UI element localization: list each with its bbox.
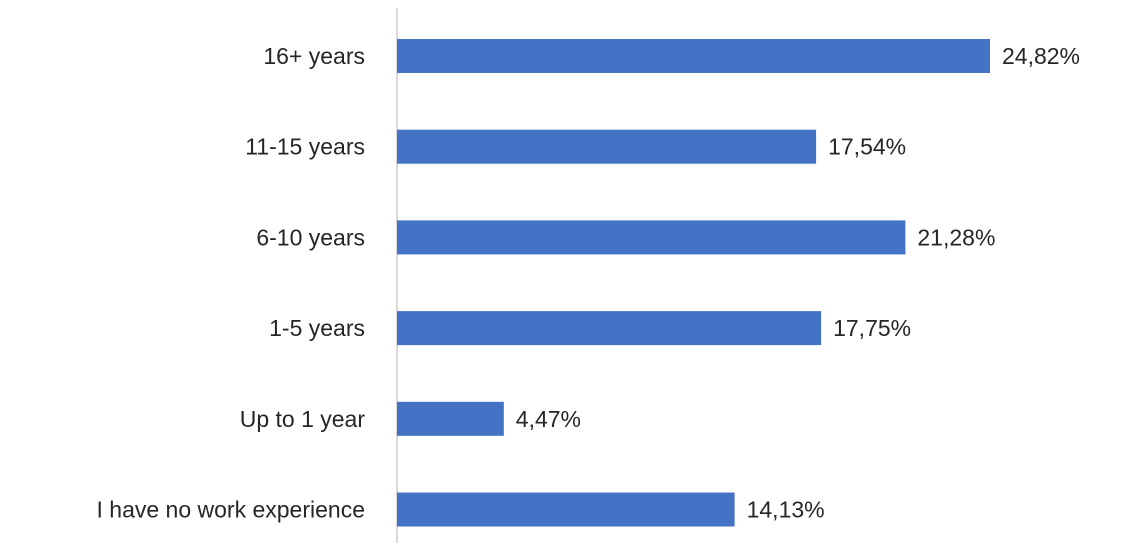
category-label-i-have-no-work-experience: I have no work experience — [97, 497, 366, 523]
data-label-6-10-years: 21,28% — [917, 224, 995, 250]
category-label-1-5-years: 1-5 years — [269, 315, 365, 341]
bar-1-5-years — [397, 311, 822, 346]
data-label-16-years: 24,82% — [1002, 43, 1080, 69]
data-label-11-15-years: 17,54% — [828, 134, 906, 160]
bar-i-have-no-work-experience — [397, 492, 735, 527]
data-label-1-5-years: 17,75% — [833, 315, 911, 341]
category-label-11-15-years: 11-15 years — [245, 134, 365, 160]
data-label-up-to-1-year: 4,47% — [516, 406, 581, 432]
value-labels-layer: 24,82% 17,54% 21,28% 17,75% 4,47% 14,13% — [516, 43, 1080, 523]
bar-6-10-years — [397, 220, 906, 255]
data-label-i-have-no-work-experience: 14,13% — [747, 497, 825, 523]
bar-up-to-1-year — [397, 401, 504, 436]
bar-11-15-years — [397, 129, 817, 164]
category-label-16-years: 16+ years — [263, 43, 365, 69]
category-label-up-to-1-year: Up to 1 year — [240, 406, 366, 432]
bar-16-years — [397, 39, 990, 73]
category-labels-layer: 16+ years 11-15 years 6-10 years 1-5 years U… — [97, 43, 366, 523]
bars-layer — [397, 39, 990, 527]
category-label-6-10-years: 6-10 years — [256, 224, 365, 250]
